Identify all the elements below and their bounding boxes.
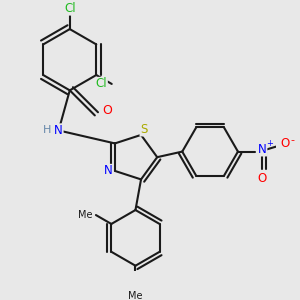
Text: -: - (290, 136, 295, 146)
Text: +: + (266, 139, 272, 148)
Text: Cl: Cl (64, 2, 76, 15)
Text: O: O (258, 172, 267, 185)
Text: N: N (54, 124, 63, 137)
Text: H: H (43, 125, 51, 135)
Text: N: N (258, 143, 267, 156)
Text: N: N (104, 164, 112, 177)
Text: S: S (140, 123, 148, 136)
Text: Me: Me (128, 291, 143, 300)
Text: Me: Me (78, 210, 93, 220)
Text: Cl: Cl (96, 77, 107, 90)
Text: O: O (102, 104, 112, 117)
Text: O: O (280, 137, 289, 150)
